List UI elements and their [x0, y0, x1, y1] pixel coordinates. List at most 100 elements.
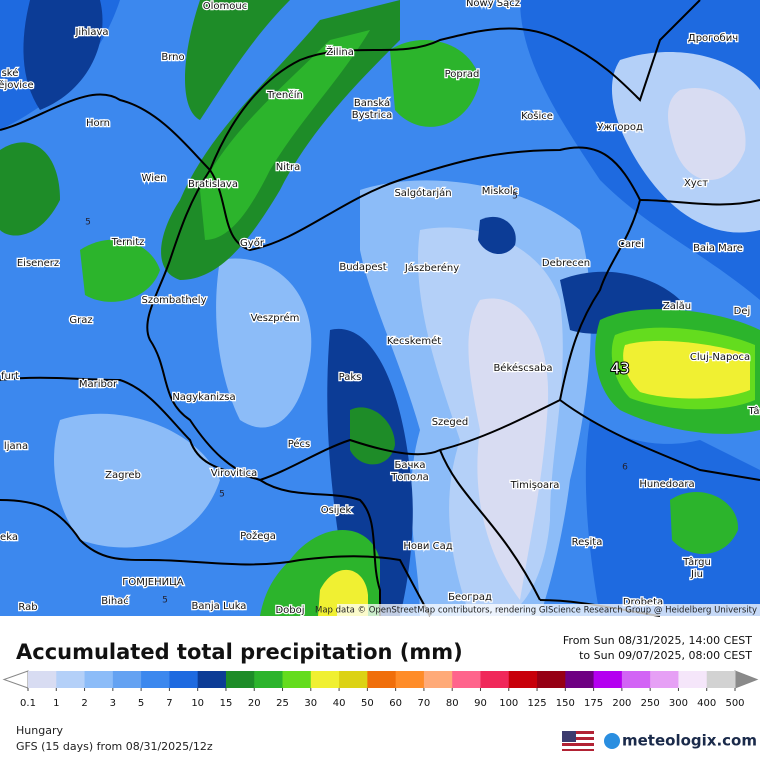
legend-tick-label: 70 — [418, 698, 431, 709]
city-label: Maribor — [79, 379, 118, 390]
precip-area — [185, 0, 290, 120]
attribution-bg — [337, 604, 760, 616]
legend-arrow-high — [734, 670, 759, 689]
contour-label: 5 — [85, 218, 91, 228]
legend-tick-label: 20 — [248, 698, 261, 709]
city-label: Târgu — [682, 556, 711, 568]
city-label: Salgótarján — [394, 187, 451, 199]
city-label: Osijek — [321, 505, 352, 516]
legend-tick-label: 175 — [584, 698, 603, 709]
legend-swatch — [565, 671, 595, 688]
city-label: Dej — [734, 306, 751, 317]
city-label: Carei — [618, 239, 644, 250]
city-label: Horn — [86, 118, 110, 129]
city-label: Požega — [240, 530, 276, 542]
legend: 0.1 1 2 3 5 7 10 15 20 25 30 40 50 60 70 80 90 100 125 150 1… — [2, 670, 759, 709]
legend-tick-label: 300 — [669, 698, 688, 709]
legend-swatch — [367, 671, 397, 688]
legend-swatch — [480, 671, 510, 688]
city-label: eka — [0, 532, 18, 543]
legend-swatch — [593, 671, 623, 688]
city-label: Топола — [390, 472, 428, 483]
region: Hungary — [16, 724, 63, 737]
legend-swatch — [452, 671, 481, 688]
city-label: ějovice — [0, 79, 34, 91]
legend-tick-label: 400 — [697, 698, 716, 709]
legend-swatch — [141, 671, 170, 688]
precip-area — [468, 298, 549, 600]
city-label: Paks — [339, 372, 362, 383]
legend-tick-label: 15 — [220, 698, 233, 709]
city-label: Graz — [69, 315, 92, 326]
city-label: ljana — [4, 441, 28, 452]
brand[interactable]: meteologix.com — [622, 732, 757, 750]
legend-tick-label: 1 — [53, 698, 59, 709]
city-label: Košice — [521, 110, 553, 122]
city-label: Eisenerz — [17, 258, 59, 269]
city-label: Jászberény — [404, 262, 459, 274]
city-label: Pécs — [288, 438, 311, 450]
city-label: Szombathely — [141, 295, 206, 306]
city-label: Nowy Sącz — [466, 0, 520, 9]
legend-tick-label: 0.1 — [20, 698, 36, 709]
legend-swatch — [423, 671, 453, 688]
brand-icon — [604, 733, 620, 749]
map: Olomouc Nowy Sącz Jihlava Brno Žilina Poprad Д… — [0, 0, 760, 617]
legend-swatch — [508, 671, 538, 688]
precip-area — [54, 413, 220, 548]
contour-label: 6 — [622, 463, 628, 473]
city-label: Doboj — [275, 605, 304, 616]
legend-tick-label: 80 — [446, 698, 459, 709]
city-label: Timișoara — [510, 480, 560, 491]
city-label: Kecskemét — [387, 335, 441, 347]
precip-area — [390, 40, 480, 127]
legend-tick-label: 2 — [81, 698, 87, 709]
city-label: Jiu — [690, 569, 703, 580]
legend-tick-label: 125 — [527, 698, 546, 709]
city-label: Banja Luka — [192, 601, 247, 612]
legend-swatch — [310, 671, 340, 688]
legend-swatch — [84, 671, 114, 688]
contour-label: 5 — [219, 490, 225, 500]
period-from: From Sun 08/31/2025, 14:00 CEST — [563, 634, 752, 647]
city-label: Poprad — [445, 69, 480, 80]
city-label: Tâ — [747, 405, 759, 417]
city-label: Baia Mare — [693, 243, 743, 254]
city-label: Reșița — [572, 537, 603, 548]
city-label: Jihlava — [74, 27, 108, 38]
city-label: Nagykanizsa — [172, 392, 235, 403]
legend-tick-label: 5 — [138, 698, 144, 709]
legend-swatch — [225, 671, 255, 688]
legend-tick-label: 40 — [333, 698, 346, 709]
legend-swatch — [537, 671, 566, 688]
precip-area — [623, 340, 750, 399]
city-label: Rab — [18, 602, 37, 613]
legend-swatch — [56, 671, 86, 688]
city-label: Бачка — [394, 460, 425, 471]
city-label: Bratislava — [188, 179, 238, 190]
city-label: Békéscsaba — [493, 362, 552, 374]
city-label: Zalău — [663, 301, 691, 312]
precip-area — [216, 258, 312, 428]
city-label: Győr — [240, 237, 265, 249]
legend-swatch — [650, 671, 679, 688]
precip-area — [670, 491, 739, 554]
precip-area — [668, 88, 746, 180]
city-label: Bystrica — [352, 110, 392, 121]
city-label: Ужгород — [597, 122, 643, 133]
city-label: Szeged — [432, 417, 469, 428]
legend-swatch — [169, 671, 199, 688]
flag — [562, 731, 594, 751]
city-label: Ternitz — [111, 237, 145, 248]
city-label: Wien — [142, 173, 167, 184]
legend-swatch — [621, 671, 651, 688]
legend-tick-label: 60 — [389, 698, 402, 709]
city-label: Budapest — [339, 262, 386, 273]
legend-tick-label: 7 — [166, 698, 172, 709]
city-label: Cluj-Napoca — [690, 352, 750, 363]
legend-swatch — [339, 671, 368, 688]
city-labels: Olomouc Nowy Sącz Jihlava Brno Žilina Poprad Д… — [0, 0, 760, 617]
city-label: Trenčín — [266, 89, 303, 101]
legend-swatch — [28, 671, 57, 688]
legend-tick-label: 100 — [499, 698, 518, 709]
